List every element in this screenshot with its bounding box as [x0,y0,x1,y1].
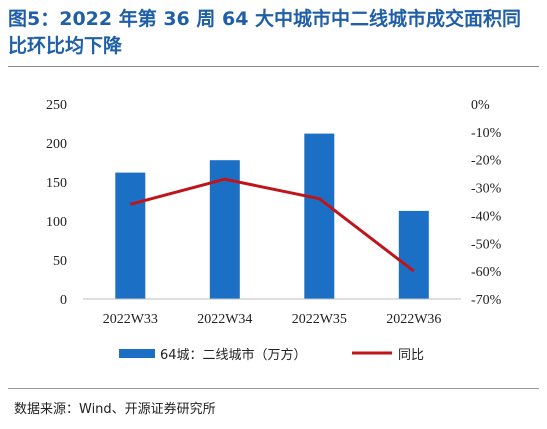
right-tick-label: -70% [471,293,502,308]
yoy-line [129,177,415,273]
x-tick-label: 2022W35 [292,312,347,327]
right-tick-label: 0% [471,98,490,113]
x-tick-label: 2022W34 [197,312,252,327]
legend: 64城：二线城市（万方） 同比 [119,347,424,363]
right-tick-label: -40% [471,209,502,224]
right-tick-label: -10% [471,126,502,141]
legend-line-label: 同比 [398,348,424,363]
source-note: 数据来源：Wind、开源证券研究所 [14,402,216,417]
source-divider [8,388,539,389]
left-tick-label: 200 [46,137,67,152]
chart-title: 图5：2022 年第 36 周 64 大中城市中二线城市成交面积同比环比均下降 [8,8,522,57]
bar-2022W36 [398,210,429,299]
title-divider [8,66,539,67]
left-tick-label: 150 [46,176,67,191]
right-tick-label: -20% [471,154,502,169]
left-tick-label: 250 [46,98,67,113]
right-tick-label: -60% [471,265,502,280]
x-tick-label: 2022W36 [386,312,441,327]
left-tick-label: 0 [60,293,67,308]
bar-2022W33 [115,172,146,299]
bar-2022W35 [304,133,335,299]
x-tick-label: 2022W33 [103,312,158,327]
chart: 0 50 100 150 200 250 0% -10% -20% -30% -40% -50% -60… [46,98,502,363]
left-tick-label: 50 [53,254,67,269]
right-tick-label: -50% [471,237,502,252]
right-tick-label: -30% [471,182,502,197]
legend-bar-swatch [119,349,155,358]
left-tick-label: 100 [46,215,67,230]
legend-bar-label: 64城：二线城市（万方） [160,347,307,363]
